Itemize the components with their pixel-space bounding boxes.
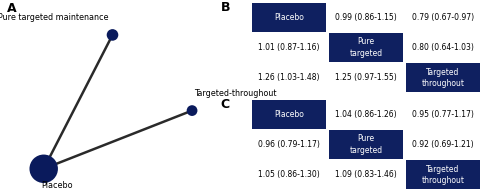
Text: 1.01 (0.87-1.16): 1.01 (0.87-1.16) [258,43,320,52]
Text: Pure
targeted: Pure targeted [350,37,382,58]
Bar [406,63,480,92]
Text: 1.05 (0.86-1.30): 1.05 (0.86-1.30) [258,170,320,179]
Text: Pure
targeted: Pure targeted [350,134,382,155]
Text: Pure targeted maintenance: Pure targeted maintenance [0,13,108,22]
Text: C: C [220,98,230,111]
Text: 1.26 (1.03-1.48): 1.26 (1.03-1.48) [258,73,320,82]
Text: Targeted
throughout: Targeted throughout [422,165,465,185]
Text: 0.95 (0.77-1.17): 0.95 (0.77-1.17) [412,110,474,119]
Bar [329,130,403,159]
Text: 1.25 (0.97-1.55): 1.25 (0.97-1.55) [335,73,397,82]
Text: Targeted
throughout: Targeted throughout [422,68,465,88]
Text: A: A [7,2,17,15]
Point [108,33,116,36]
Text: 0.79 (0.67-0.97): 0.79 (0.67-0.97) [412,13,474,22]
Text: 0.80 (0.64-1.03): 0.80 (0.64-1.03) [412,43,474,52]
Text: 1.04 (0.86-1.26): 1.04 (0.86-1.26) [335,110,397,119]
Bar [252,100,326,129]
Text: Placebo: Placebo [274,110,304,119]
Text: Placebo: Placebo [274,13,304,22]
Point [40,167,48,170]
Text: Targeted-throughout: Targeted-throughout [194,89,276,98]
Bar [406,160,480,189]
Text: 1.09 (0.83-1.46): 1.09 (0.83-1.46) [335,170,397,179]
Text: B: B [220,1,230,14]
Text: 0.99 (0.86-1.15): 0.99 (0.86-1.15) [335,13,397,22]
Text: 0.92 (0.69-1.21): 0.92 (0.69-1.21) [412,140,474,149]
Point [188,109,196,112]
Text: 0.96 (0.79-1.17): 0.96 (0.79-1.17) [258,140,320,149]
Text: Placebo: Placebo [42,181,73,190]
Bar [252,3,326,32]
Bar [329,33,403,62]
